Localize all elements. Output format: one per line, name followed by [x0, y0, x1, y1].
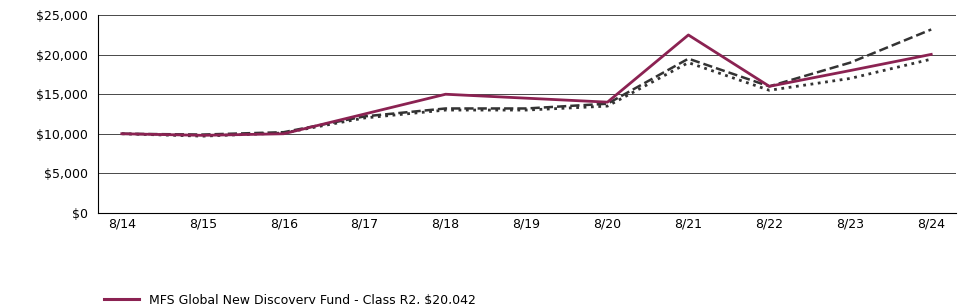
Legend: MFS Global New Discovery Fund - Class R2, $20,042, MSCI All Country World Small : MFS Global New Discovery Fund - Class R2…	[103, 294, 541, 304]
